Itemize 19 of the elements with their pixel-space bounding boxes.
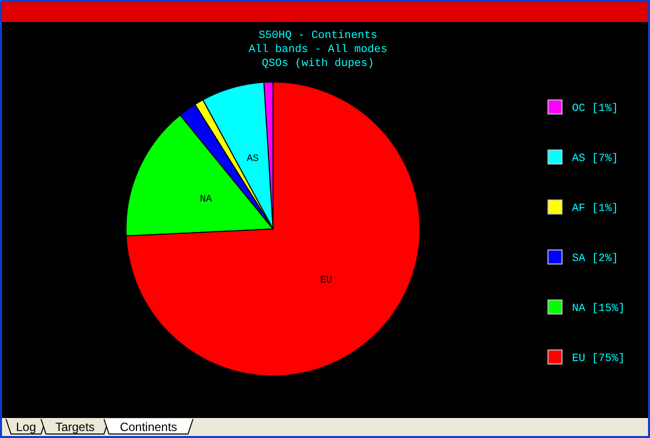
legend-label: EU xyxy=(572,353,586,365)
slice-label: NA xyxy=(200,194,212,206)
legend-label: NA xyxy=(572,303,586,315)
slice-label: EU xyxy=(320,275,332,286)
data-label: [75%] xyxy=(592,353,625,365)
tab-strip: Log Targets Continents xyxy=(2,418,648,436)
data-label: [2%] xyxy=(592,253,618,265)
slice-label: AS xyxy=(246,154,259,165)
legend-label: SA xyxy=(572,253,586,265)
data-label: [15%] xyxy=(592,303,625,315)
pie-slice xyxy=(126,82,420,376)
legend-label: AS xyxy=(572,153,586,165)
data-label: [1%] xyxy=(592,103,618,115)
legend-label: AF xyxy=(572,203,586,215)
data-label: [1%] xyxy=(592,203,618,215)
data-label: [7%] xyxy=(592,153,618,165)
legend-label: OC xyxy=(572,103,586,115)
chart-title: S50HQ - Continents xyxy=(258,30,378,42)
chart-subtitle: All bands - All modes QSOs (with dupes) xyxy=(248,44,388,70)
